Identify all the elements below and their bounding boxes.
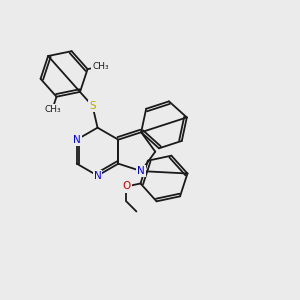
Text: CH₃: CH₃ [44,105,61,114]
Text: N: N [73,135,81,145]
Text: S: S [89,101,96,111]
Text: CH₃: CH₃ [92,62,109,71]
Text: N: N [137,166,145,176]
Text: N: N [94,171,101,181]
Text: O: O [122,182,130,191]
